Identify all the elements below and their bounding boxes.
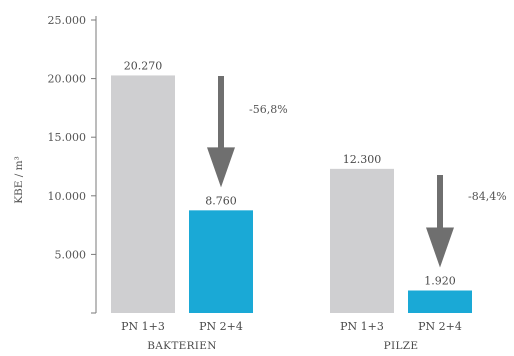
- down-arrow-icon: [207, 76, 235, 188]
- bar: [111, 75, 175, 313]
- y-tick-label: 10.000: [48, 190, 87, 203]
- y-tick-label: 5.000: [55, 248, 87, 261]
- bar-value-label: 1.920: [424, 274, 456, 287]
- group-label: BAKTERIEN: [147, 340, 216, 352]
- y-axis-label: KBE / m³: [13, 156, 25, 204]
- bar-value-label: 20.270: [124, 59, 163, 72]
- y-tick-label: 20.000: [48, 73, 87, 86]
- change-label: -56,8%: [249, 103, 288, 116]
- bar-category-label: PN 2+4: [199, 320, 243, 333]
- y-tick-label: 25.000: [48, 14, 87, 27]
- axes: 5.000 10.000 15.000 20.000 25.000: [48, 14, 97, 314]
- bars: 20.270 PN 1+3 8.760 PN 2+4 BAKTERIEN -56,8% 12…: [111, 59, 507, 352]
- bar-value-label: 8.760: [205, 194, 237, 207]
- bar-category-label: PN 2+4: [418, 320, 462, 333]
- group-label: PILZE: [384, 340, 419, 352]
- bar: [408, 290, 472, 313]
- bar-category-label: PN 1+3: [121, 320, 165, 333]
- bar-value-label: 12.300: [343, 153, 382, 166]
- bar-category-label: PN 1+3: [340, 320, 384, 333]
- y-tick-label: 15.000: [48, 131, 87, 144]
- change-label: -84,4%: [468, 190, 507, 203]
- bar: [189, 210, 253, 313]
- bar: [330, 168, 394, 313]
- down-arrow-icon: [426, 175, 454, 268]
